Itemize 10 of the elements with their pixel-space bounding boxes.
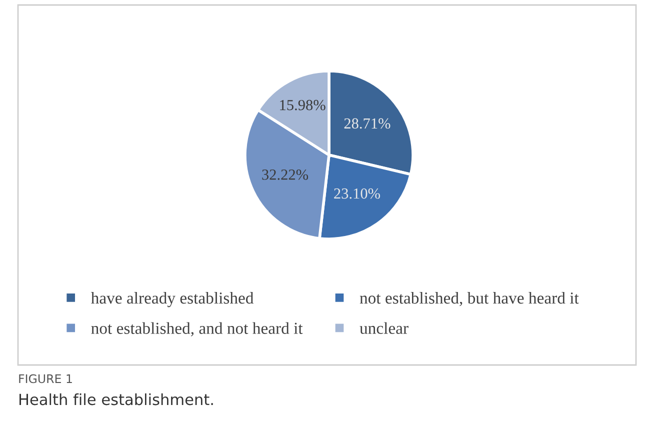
legend-label: unclear [360,322,408,334]
data-label: 32.22% [262,170,308,180]
data-label: 28.71% [344,118,390,129]
text: Health file establishment. [20,393,213,406]
caption: FIGURE 1 [19,374,72,384]
legend-label: have already established [91,292,254,308]
data-label: 23.10% [334,188,380,199]
data-label: 15.98% [280,100,326,110]
legend-label: not established, and not heard it [91,322,303,336]
legend-label: not established, but have heard it [360,292,579,306]
